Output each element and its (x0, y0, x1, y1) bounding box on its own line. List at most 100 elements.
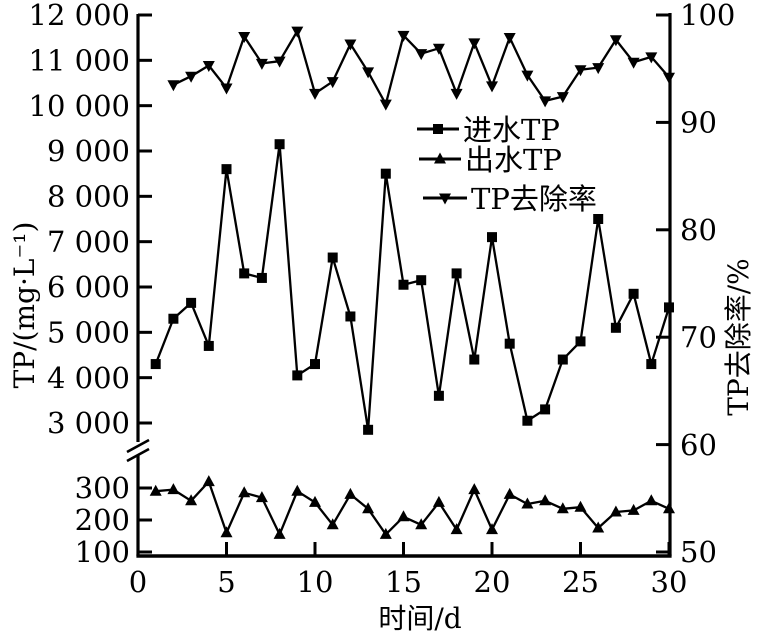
left-tick-label: 100 (75, 535, 130, 569)
left-tick-label: 3 000 (47, 406, 130, 440)
triangle-down-marker (627, 57, 640, 69)
right-y-axis-label: TP去除率/% (722, 258, 755, 416)
triangle-down-marker (432, 43, 445, 55)
triangle-up-marker (326, 518, 339, 530)
triangle-down-marker (439, 193, 451, 205)
x-tick-label: 30 (651, 565, 688, 599)
left-tick-label: 200 (75, 503, 130, 537)
x-tick-label: 5 (217, 565, 235, 599)
series-tp-removal (167, 26, 675, 111)
square-marker (363, 424, 374, 435)
triangle-up-marker (592, 521, 605, 533)
x-tick-label: 10 (297, 565, 334, 599)
triangle-down-marker (663, 72, 675, 84)
square-marker (398, 279, 409, 290)
x-axis-label: 时间/d (378, 602, 461, 635)
triangle-down-marker (450, 88, 463, 100)
triangle-down-marker (362, 67, 375, 79)
x-tick-label: 15 (385, 565, 422, 599)
triangle-down-marker (468, 38, 481, 50)
triangle-up-marker (521, 497, 534, 509)
triangle-down-marker (486, 81, 498, 93)
triangle-up-marker (486, 523, 498, 535)
square-marker (557, 354, 568, 365)
triangle-up-marker (609, 505, 622, 517)
x-axis: 0 5 10 15 20 25 30 (129, 542, 688, 599)
triangle-down-marker (415, 49, 428, 61)
triangle-down-marker (326, 77, 339, 89)
square-marker (575, 336, 586, 347)
series-layer (149, 26, 675, 539)
square-marker (540, 404, 551, 415)
square-marker (274, 139, 285, 150)
triangle-down-marker (309, 88, 321, 100)
series-effluent-tp (149, 475, 675, 539)
break-slash (126, 438, 150, 454)
triangle-up-marker (309, 495, 321, 507)
square-marker (416, 275, 427, 286)
square-marker (664, 302, 674, 313)
x-tick-label: 0 (129, 565, 147, 599)
triangle-down-marker (220, 83, 233, 95)
triangle-down-marker (539, 96, 552, 108)
triangle-up-marker (627, 503, 640, 515)
left-y-axis-label: TP/(mg·L⁻¹) (8, 222, 41, 389)
triangle-up-marker (434, 152, 446, 164)
triangle-down-marker (167, 80, 180, 92)
square-marker (345, 311, 356, 322)
left-axis: 12 000 11 000 10 000 9 000 8 000 7 000 6 000 5 … (29, 0, 152, 569)
triangle-down-marker (609, 35, 622, 47)
triangle-up-marker (344, 487, 357, 499)
square-marker (186, 297, 197, 308)
triangle-up-marker (468, 483, 481, 495)
triangle-up-marker (503, 487, 516, 499)
square-marker (168, 313, 179, 324)
triangle-up-marker (291, 484, 304, 496)
left-tick-label: 5 000 (47, 315, 130, 349)
triangle-down-marker (185, 71, 198, 83)
square-marker (451, 268, 462, 279)
series-line (154, 143, 671, 431)
legend-label: 出水TP (465, 143, 562, 177)
axis-break (126, 438, 150, 463)
legend-item-2: 出水TP (419, 143, 562, 177)
square-marker (239, 268, 250, 279)
break-slash (126, 447, 150, 463)
triangle-up-marker (450, 523, 463, 535)
left-tick-label: 300 (75, 471, 130, 505)
legend-label: 进水TP (463, 113, 560, 147)
triangle-down-marker (291, 26, 304, 38)
square-marker (327, 252, 338, 263)
square-marker (504, 338, 515, 349)
left-tick-label: 7 000 (47, 225, 130, 259)
left-tick-label: 12 000 (29, 0, 130, 32)
square-marker (469, 354, 480, 365)
square-marker (433, 390, 444, 401)
legend-item-1: 进水TP (417, 113, 560, 147)
right-tick-label: 80 (680, 213, 717, 247)
triangle-down-marker (255, 58, 268, 70)
square-marker (610, 322, 621, 333)
triangle-up-marker (255, 491, 268, 503)
square-marker (221, 164, 232, 175)
triangle-up-marker (167, 483, 180, 495)
triangle-down-marker (273, 56, 286, 68)
triangle-up-marker (379, 527, 392, 539)
triangle-up-marker (362, 502, 375, 514)
triangle-down-marker (397, 30, 410, 42)
triangle-down-marker (645, 52, 658, 64)
triangle-up-marker (238, 486, 251, 498)
triangle-up-marker (432, 495, 445, 507)
triangle-up-marker (273, 527, 286, 539)
left-tick-label: 9 000 (47, 134, 130, 168)
left-tick-label: 11 000 (29, 43, 130, 77)
right-tick-label: 90 (680, 106, 717, 140)
triangle-up-marker (149, 484, 162, 496)
right-axis: 100 90 80 70 60 50 (656, 0, 735, 569)
series-influent-tp (150, 139, 674, 435)
x-tick-label: 20 (474, 565, 511, 599)
square-marker (522, 415, 533, 426)
triangle-down-marker (503, 33, 516, 45)
square-marker (433, 124, 443, 134)
